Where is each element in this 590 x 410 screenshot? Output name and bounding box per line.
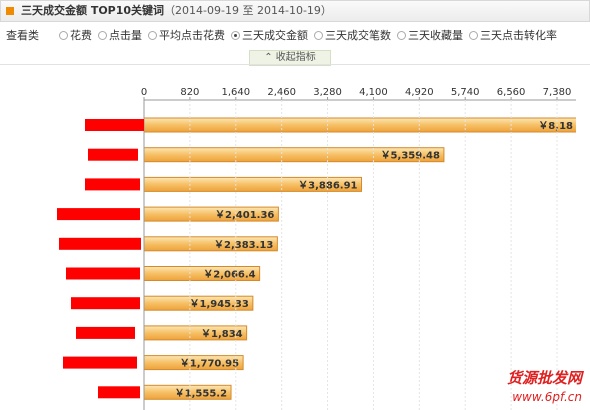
category-redaction xyxy=(66,267,140,280)
category-redaction xyxy=(59,237,141,250)
x-tick-label: 4,920 xyxy=(405,87,434,98)
radio-option[interactable]: 点击量 xyxy=(98,29,142,42)
title: 三天成交金额 TOP10关键词 xyxy=(21,4,165,17)
radio-option[interactable]: 三天成交笔数 xyxy=(314,29,391,42)
bar xyxy=(143,117,576,133)
filter-label: 查看类 xyxy=(6,29,39,42)
x-tick-label: 5,740 xyxy=(451,87,480,98)
divider xyxy=(0,64,590,65)
radio-label[interactable]: 三天成交笔数 xyxy=(325,29,391,42)
radio-label[interactable]: 三天收藏量 xyxy=(408,29,463,42)
date-range: （2014-09-19 至 2014-10-19） xyxy=(164,4,332,17)
watermark-url: www.6pf.cn xyxy=(512,390,582,404)
radio-label[interactable]: 三天点击转化率 xyxy=(480,29,557,42)
value-label: ￥1,555.2 xyxy=(175,388,227,399)
value-label: ￥1,834 xyxy=(201,329,243,340)
x-tick-label: 6,560 xyxy=(497,87,526,98)
category-redaction xyxy=(88,148,138,161)
value-label: ￥2,383.13 xyxy=(214,240,273,251)
category-redaction xyxy=(85,119,144,131)
x-tick-label: 2,460 xyxy=(267,87,296,98)
radio-label[interactable]: 平均点击花费 xyxy=(159,29,225,42)
category-redaction xyxy=(85,178,140,191)
category-redaction xyxy=(63,356,137,369)
radio-option[interactable]: 三天成交金额 xyxy=(231,29,308,42)
radio-option[interactable]: 三天收藏量 xyxy=(397,29,463,42)
radio[interactable] xyxy=(314,31,323,40)
value-label: ￥2,401.36 xyxy=(215,210,274,221)
category-redaction xyxy=(57,208,140,221)
radio[interactable] xyxy=(469,31,478,40)
radio[interactable] xyxy=(397,31,406,40)
value-label: ￥5,359.48 xyxy=(381,151,440,162)
radio[interactable] xyxy=(231,31,240,40)
panel-header: 三天成交金额 TOP10关键词（2014-09-19 至 2014-10-19） xyxy=(0,0,590,22)
toggle-label[interactable]: 收起指标 xyxy=(275,52,316,63)
x-tick-label: 820 xyxy=(180,87,199,98)
radio-label[interactable]: 点击量 xyxy=(109,29,142,42)
radio-option[interactable]: 三天点击转化率 xyxy=(469,29,557,42)
filter-row: 查看类 花费 点击量 平均点击花费 三天成交金额 三天成交笔数 三天收藏量 三天点击转化率 xyxy=(6,27,563,43)
value-label: ￥1,945.33 xyxy=(190,299,249,310)
value-label: ￥1,770.95 xyxy=(180,359,239,370)
x-tick-label: 4,100 xyxy=(359,87,388,98)
toggle-button[interactable]: ⌃ 收起指标 xyxy=(249,50,331,66)
radio-option[interactable]: 花费 xyxy=(59,29,92,42)
radio[interactable] xyxy=(59,31,68,40)
chart: ￥8,18￥5,359.48￥3,886.91￥2,401.36￥2,383.1… xyxy=(57,87,576,410)
watermark-name: 货源批发网 xyxy=(506,369,582,387)
category-redaction xyxy=(76,326,135,339)
x-tick-label: 1,640 xyxy=(221,87,250,98)
header-title: 三天成交金额 TOP10关键词（2014-09-19 至 2014-10-19） xyxy=(21,1,332,21)
radio-label[interactable]: 花费 xyxy=(70,29,92,42)
x-tick-label: 0 xyxy=(141,87,147,98)
value-label: ￥2,066.4 xyxy=(203,270,255,281)
category-redaction xyxy=(98,386,140,399)
radio[interactable] xyxy=(98,31,107,40)
radio-label[interactable]: 三天成交金额 xyxy=(242,29,308,42)
x-tick-label: 3,280 xyxy=(313,87,342,98)
radio[interactable] xyxy=(148,31,157,40)
header-icon xyxy=(6,7,14,15)
value-label: ￥8,18 xyxy=(538,121,573,132)
category-redaction xyxy=(71,297,140,310)
radio-option[interactable]: 平均点击花费 xyxy=(148,29,225,42)
x-tick-label: 7,380 xyxy=(543,87,572,98)
